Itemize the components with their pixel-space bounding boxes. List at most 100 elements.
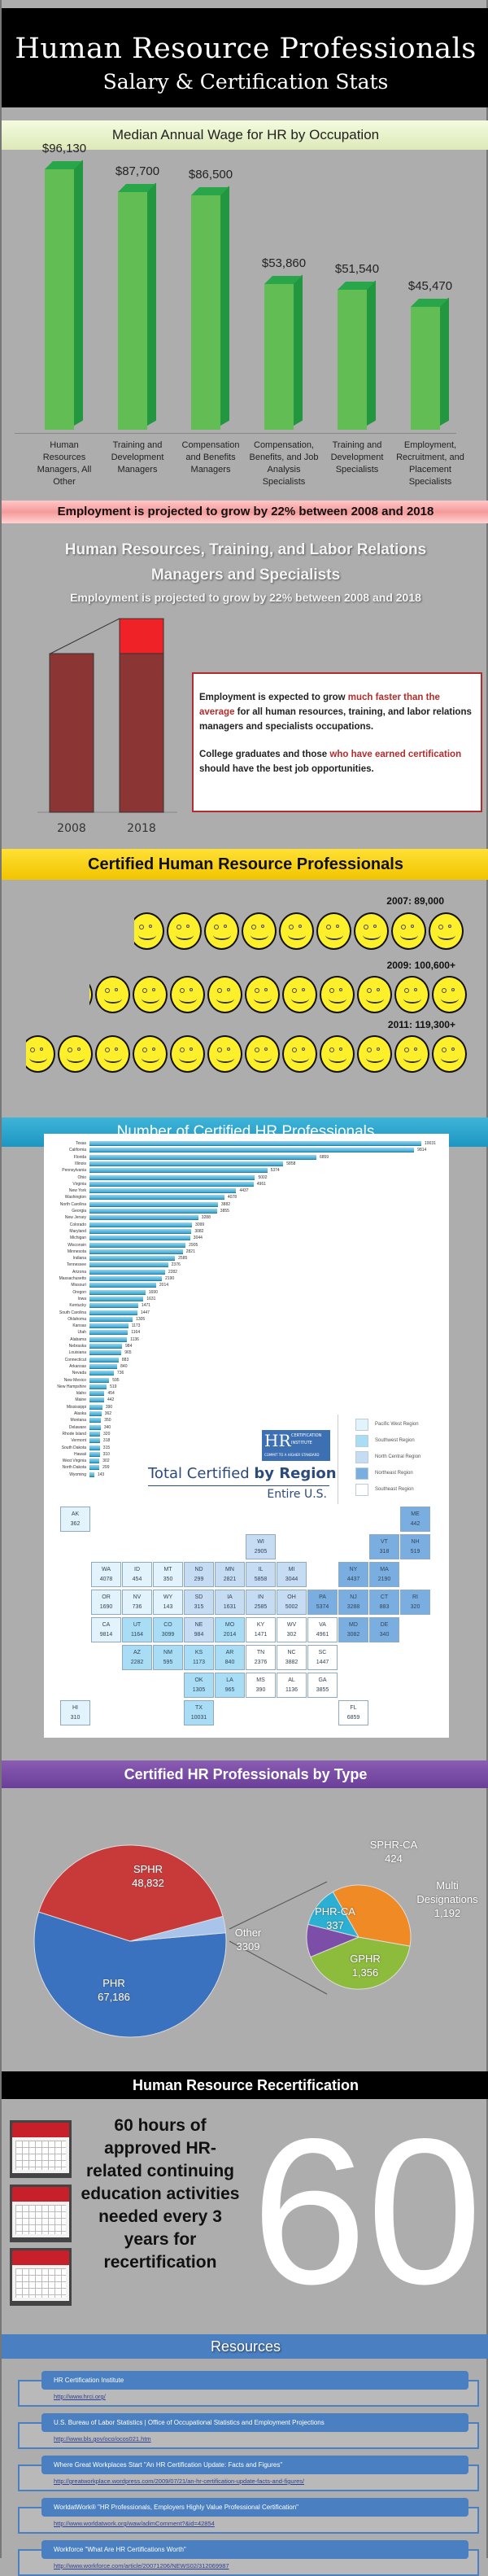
state-count: 3082 [346,1632,360,1638]
state-count: 6859 [346,1715,360,1721]
wage-category-label: Human Resources Managers, All Other [37,440,92,487]
state-value: 965 [124,1350,132,1356]
resource-link[interactable]: http://www.bls.gov/oco/ocos021.htm [54,2435,151,2443]
resource-link[interactable]: http://www.workforce.com/article/2007120… [54,2562,229,2569]
state-name: Louisiana [68,1350,86,1356]
state-bar [89,1472,94,1477]
state-name: New Hampshire [57,1384,86,1389]
state-abbr: ND [194,1567,203,1572]
state-count: 5374 [316,1604,329,1610]
state-name: Washington [64,1195,86,1201]
state-count: 362 [70,1521,81,1527]
state-name: Wisconsin [68,1242,86,1248]
state-count: 2014 [223,1632,237,1638]
state-abbr: VT [381,1539,388,1545]
state-count: 984 [194,1632,204,1638]
map-title-text: Total Certified [148,1465,255,1482]
bar-side [367,281,376,426]
state-count: 3044 [285,1577,298,1582]
state-count: 2376 [254,1660,268,1665]
page-header: Human Resource Professionals Salary & Ce… [2,8,488,107]
smiley-face-icon [316,912,351,950]
state-name: Missouri [71,1283,86,1288]
state-value: 299 [102,1465,110,1471]
state-count: 315 [194,1604,204,1610]
map-state-ri: RI 320 [400,1590,430,1615]
resource-title: HR Certification Institute [41,2371,468,2390]
state-name: Idaho [76,1391,86,1397]
state-count: 2190 [377,1577,391,1582]
mouth [176,930,194,940]
slice-value: 337 [326,1919,344,1931]
resource-link[interactable]: http://greatworkplace.wordpress.com/2009… [54,2478,305,2485]
bar-2018-base [119,653,164,813]
highlight-text: who have earned certification [329,750,462,759]
state-bar-row: California 9814 [44,1147,449,1153]
map-state-il: IL 5858 [246,1562,276,1587]
state-abbr: WI [257,1539,264,1545]
label-2008: 2008 [57,822,86,835]
state-bar [89,1141,421,1146]
state-bar-row: North Dakota 299 [44,1464,449,1471]
state-bar [89,1316,133,1322]
map-state-wy: WY 143 [153,1590,183,1615]
state-value: 2376 [171,1262,181,1268]
state-count: 1136 [285,1687,298,1693]
state-bar-row: Wisconsin 2905 [44,1242,449,1249]
eye [298,925,302,928]
state-value: 320 [103,1431,111,1437]
state-bar-row: Oregon 1690 [44,1289,449,1296]
slice-label: SPHR-CA [369,1839,418,1851]
state-bar-row: Washington 4078 [44,1194,449,1201]
resource-link[interactable]: http://www.hrci.org/ [54,2393,106,2400]
legend-swatch [355,1451,368,1463]
state-count: 1471 [254,1632,268,1638]
connector-line [229,1881,328,1930]
mouth [325,930,343,940]
map-state-az: AZ 2282 [122,1645,152,1670]
state-bar-row: Iowa 1631 [44,1296,449,1302]
state-name: Virginia [72,1181,86,1187]
state-bar [89,1336,128,1342]
state-bar [89,1438,100,1444]
map-state-or: OR 1690 [91,1590,121,1615]
wage-value-label: $96,130 [41,142,87,155]
state-value: 302 [102,1459,110,1464]
state-bar [89,1174,255,1180]
wage-bar [264,274,303,430]
state-bar-row: Utah 1164 [44,1329,449,1336]
smiley-face-icon [242,912,277,950]
state-name: Indiana [72,1256,86,1262]
legend-item: Southeast Region [355,1484,445,1497]
wage-category-label: Training and Development Managers [111,440,164,475]
bar-side [294,274,303,426]
state-bar [89,1431,101,1437]
map-state-ky: KY 1471 [246,1617,276,1642]
state-bar-row: Alabama 1136 [44,1336,449,1343]
state-count: 350 [163,1577,173,1582]
state-bar [89,1363,118,1369]
state-value: 340 [103,1424,111,1430]
state-abbr: WA [101,1567,111,1572]
state-name: Massachusetts [59,1276,86,1281]
growth-title-line1: Human Resources, Training, and Labor Rel… [64,541,427,558]
state-value: 9814 [417,1148,427,1153]
state-bar-row: Maryland 3082 [44,1228,449,1235]
growth-title-line2: Managers and Specialists [150,566,341,584]
state-bar [89,1344,123,1349]
bar-side [440,297,449,426]
slice-value: 424 [385,1852,403,1865]
slice-label: GPHR [350,1953,381,1965]
map-state-ia: IA 1631 [215,1590,245,1615]
pie-slice-phr [33,1911,227,2038]
map-state-ut: UT 1164 [122,1617,152,1642]
state-bar [89,1424,101,1430]
state-value: 315 [102,1445,111,1450]
resource-link[interactable]: http://www.worldatwork.org/waw/adimComme… [54,2520,215,2527]
calendar-icon [10,2185,72,2242]
state-abbr: CT [380,1594,389,1600]
state-name: Illinois [75,1161,86,1166]
state-count: 736 [132,1604,142,1610]
state-abbr: WY [163,1594,173,1600]
state-bar [89,1384,107,1389]
